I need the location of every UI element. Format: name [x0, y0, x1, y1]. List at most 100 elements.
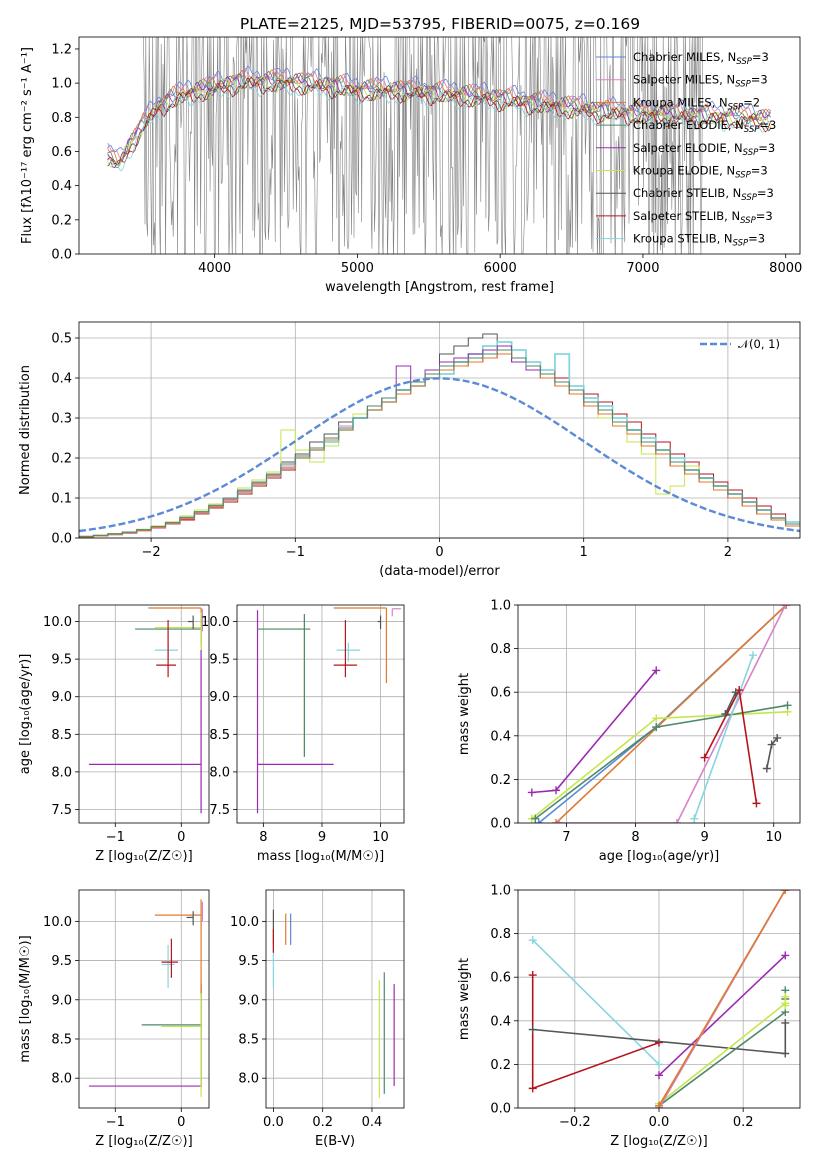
x-tick-label: 7 — [562, 830, 570, 845]
y-tick-label: 0.2 — [51, 213, 72, 228]
y-tick-label: 8.5 — [238, 1032, 259, 1047]
y-axis-title: mass [log₁₀(M/M☉)] — [18, 935, 33, 1062]
legend-label: Kroupa STELIB, NSSP=3 — [633, 232, 765, 249]
y-tick-label: 0.4 — [51, 372, 72, 387]
weight-marker — [781, 992, 790, 1001]
weight-marker — [762, 764, 771, 773]
weight-marker — [655, 1071, 663, 1080]
legend-label: Chabrier STELIB, NSSP=3 — [633, 186, 774, 203]
x-tick-label: 8 — [631, 830, 639, 845]
y-tick-label: 9.5 — [51, 653, 72, 668]
weight-marker — [552, 819, 561, 823]
y-tick-label: 0.5 — [51, 332, 72, 347]
x-tick-label: 4000 — [198, 261, 231, 276]
y-axis-title: mass weight — [457, 958, 472, 1040]
legend-label: Salpeter MILES, NSSP=3 — [633, 73, 768, 90]
weight-marker — [767, 740, 776, 749]
y-tick-label: 0.0 — [490, 1102, 511, 1117]
weight-marker — [749, 651, 757, 660]
mass_weight_vs_age-axes: 7 8 9 10 0.0 0.2 0.4 0.6 0.8 1.0 age [log₁₀(age/yr… — [457, 599, 800, 864]
spectrum-legend: Chabrier MILES, NSSP=3 Salpeter MILES, NS… — [596, 50, 776, 249]
weight-line-chabrier-stelib — [724, 691, 737, 715]
y-tick-label: 10.0 — [230, 915, 259, 930]
mass_weight_vs_z-frame — [517, 889, 801, 1109]
y-axis-title: mass weight — [457, 673, 472, 755]
model-line-kroupa-stelib — [107, 79, 771, 172]
mass_weight_vs_z-plot — [528, 890, 790, 1108]
y-tick-label: 0.2 — [51, 452, 72, 467]
y-tick-label: 9.0 — [51, 993, 72, 1008]
x-axis-title: E(B-V) — [315, 1134, 355, 1149]
weight-marker — [528, 1025, 537, 1034]
x-tick-label: −1 — [106, 830, 125, 845]
y-tick-label: 0.8 — [490, 927, 511, 942]
y-tick-label: 0.6 — [490, 686, 511, 701]
legend-label: Salpeter ELODIE, NSSP=3 — [633, 141, 775, 158]
y-tick-label: 9.5 — [51, 954, 72, 969]
spectrum-title: PLATE=2125, MJD=53795, FIBERID=0075, z=0… — [240, 15, 640, 33]
x-axis-title: (data-model)/error — [379, 564, 500, 579]
y-tick-label: 8.0 — [238, 1072, 259, 1087]
mass_weight_vs_age-frame — [517, 604, 801, 824]
x-tick-label: 0 — [177, 830, 185, 845]
legend-label: Kroupa MILES, NSSP=2 — [633, 95, 760, 112]
weight-marker — [721, 710, 730, 718]
legend-label: 𝒩(0, 1) — [738, 337, 780, 351]
weight-marker — [652, 723, 661, 732]
spectrum-frame — [78, 36, 801, 255]
weight-marker — [534, 819, 543, 823]
x-tick-label: −1 — [286, 545, 305, 560]
mass_vs_ebv-plot — [272, 909, 395, 1098]
y-tick-label: 7.5 — [51, 803, 72, 818]
legend-label: Salpeter STELIB, NSSP=3 — [633, 209, 773, 226]
mass_weight_vs_age-plot — [527, 605, 792, 823]
weight-line-chabrier-elodie — [658, 1011, 786, 1107]
weight-marker — [731, 688, 740, 697]
weight-line-kroupa-elodie — [531, 711, 788, 820]
y-tick-label: 7.5 — [209, 803, 230, 818]
x-tick-label: 9 — [700, 830, 708, 845]
weight-marker — [652, 714, 661, 723]
weight-marker — [781, 951, 790, 960]
y-tick-label: 8.0 — [51, 1072, 72, 1087]
weight-line-salpeter-stelib — [703, 687, 758, 804]
mass_vs_z-plot — [88, 899, 204, 1098]
y-tick-label: 0.8 — [490, 642, 511, 657]
y-axis-title: Normed distribution — [18, 365, 33, 495]
x-tick-label: 0.0 — [263, 1115, 284, 1130]
weight-marker — [781, 1018, 790, 1027]
age_vs_z-frame — [78, 604, 210, 824]
y-axis-title: Flux [fλ10⁻¹⁷ erg cm⁻² s⁻¹ A⁻¹] — [20, 47, 35, 244]
y-tick-label: 0.2 — [490, 773, 511, 788]
y-tick-label: 0.0 — [51, 248, 72, 263]
legend-label: Chabrier ELODIE, NSSP=3 — [633, 118, 776, 135]
hist-legend: 𝒩(0, 1) — [700, 337, 780, 351]
y-tick-label: 10.0 — [43, 915, 72, 930]
x-tick-label: 10 — [372, 830, 389, 845]
weight-marker — [528, 971, 537, 980]
weight-marker — [781, 890, 790, 894]
x-tick-label: 8000 — [769, 261, 802, 276]
y-tick-label: 1.0 — [490, 884, 511, 899]
mass_weight_vs_z-axes: −0.2 0.0 0.2 0.0 0.2 0.4 0.6 0.8 1.0 Z [log₁₀(Z/Z… — [457, 884, 800, 1149]
y-tick-label: 0.1 — [51, 492, 72, 507]
y-tick-label: 9.0 — [238, 993, 259, 1008]
age_vs_z-plot — [88, 607, 204, 814]
weight-line-kroupa-stelib — [693, 654, 754, 819]
weight-marker — [527, 788, 536, 797]
x-tick-label: −2 — [142, 545, 161, 560]
y-tick-label: 0.0 — [490, 817, 511, 832]
x-axis-title: mass [log₁₀(M/M☉)] — [257, 849, 384, 864]
weight-marker — [783, 701, 792, 710]
weight-line-salpeter-elodie — [658, 954, 786, 1076]
weight-marker — [528, 1084, 537, 1093]
y-tick-label: 1.0 — [51, 77, 72, 92]
y-tick-label: 0.6 — [51, 145, 72, 160]
age_vs_mass-axes: 8 9 10 7.5 8.0 8.5 9.0 9.5 10.0 mass [log₁₀(M/M☉)… — [201, 605, 404, 864]
weight-marker — [655, 1101, 663, 1108]
spectrum-axes: 4000 5000 6000 7000 8000 0.0 0.2 0.4 0.6 0.8 1.0 1.… — [20, 42, 802, 295]
weight-line-kroupa-miles — [555, 605, 787, 823]
y-axis-title: age [log₁₀(age/yr)] — [18, 654, 33, 775]
spectrum-plot — [107, 37, 771, 254]
